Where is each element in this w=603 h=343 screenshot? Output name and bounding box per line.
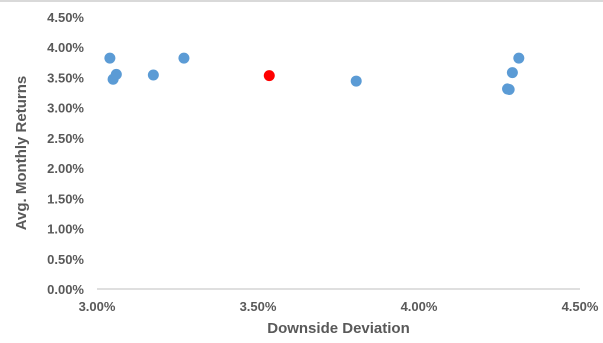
- y-tick-label: 2.00%: [47, 161, 84, 176]
- x-tick-label: 4.00%: [401, 299, 438, 314]
- chart-top-border: [0, 0, 603, 2]
- y-tick-label: 3.00%: [47, 101, 84, 116]
- x-tick-labels: 3.00% 3.50% 4.00% 4.50%: [79, 299, 599, 314]
- y-tick-label: 1.00%: [47, 222, 84, 237]
- data-point: [178, 52, 190, 64]
- x-tick-label: 3.00%: [79, 299, 116, 314]
- y-tick-labels: 0.00% 0.50% 1.00% 1.50% 2.00% 2.50% 3.00% 3.50%…: [47, 10, 84, 297]
- y-tick-label: 0.00%: [47, 282, 84, 297]
- highlighted-data-point: [263, 70, 275, 82]
- y-tick-label: 0.50%: [47, 252, 84, 267]
- y-tick-label: 2.50%: [47, 131, 84, 146]
- y-tick-label: 4.00%: [47, 40, 84, 55]
- x-tick-label: 3.50%: [240, 299, 277, 314]
- data-point: [513, 52, 525, 64]
- data-point: [110, 68, 122, 80]
- data-point: [104, 52, 116, 64]
- data-point: [147, 69, 159, 81]
- data-point: [350, 75, 362, 87]
- y-tick-label: 4.50%: [47, 10, 84, 25]
- x-tick-label: 4.50%: [562, 299, 599, 314]
- data-point: [506, 67, 518, 79]
- x-axis-title: Downside Deviation: [267, 320, 410, 337]
- data-points: [104, 52, 525, 96]
- y-tick-label: 3.50%: [47, 70, 84, 85]
- data-point: [503, 84, 515, 96]
- y-axis-title: Avg. Monthly Returns: [13, 76, 30, 230]
- y-tick-label: 1.50%: [47, 191, 84, 206]
